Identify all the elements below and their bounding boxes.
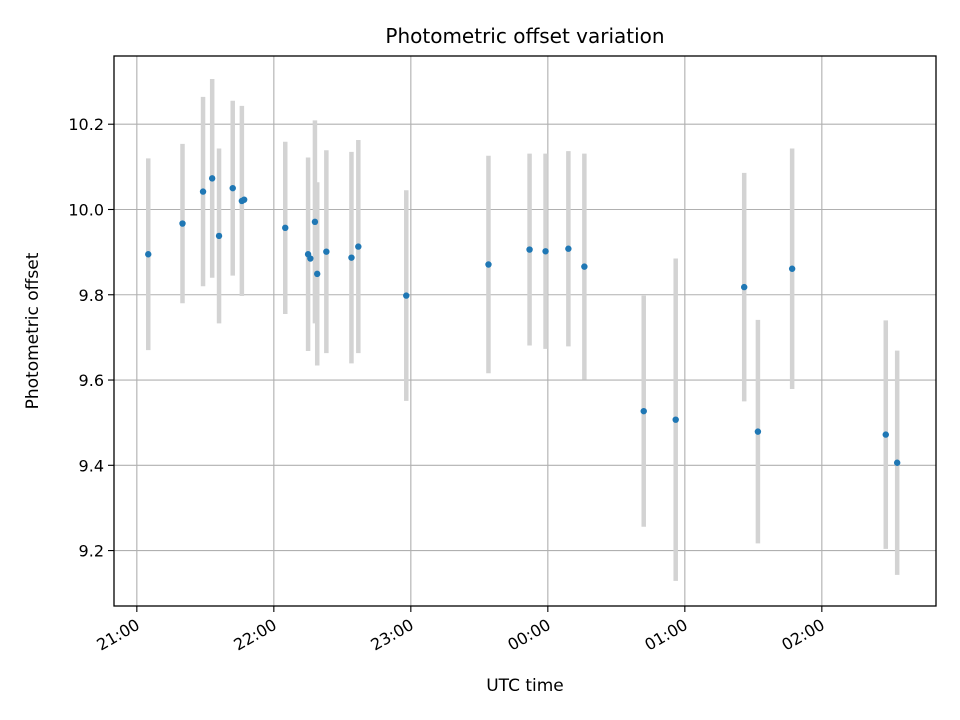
data-point	[282, 224, 289, 232]
x-tick-label: 23:00	[367, 615, 416, 655]
data-point	[355, 243, 362, 250]
y-tick-label: 9.6	[79, 371, 104, 390]
y-axis-title: Photometric offset	[23, 252, 43, 409]
x-tick-label: 00:00	[504, 615, 553, 655]
data-point	[882, 431, 889, 438]
data-point	[485, 261, 492, 268]
x-tick-label: 22:00	[230, 615, 279, 655]
x-axis-title: UTC time	[486, 676, 564, 696]
x-tick-label: 21:00	[93, 615, 142, 655]
data-point	[526, 246, 533, 253]
data-point	[323, 248, 330, 255]
data-point	[229, 184, 236, 192]
grid-layer	[114, 56, 936, 606]
y-tick-label: 9.2	[79, 542, 104, 561]
chart-title: Photometric offset variation	[385, 24, 664, 48]
data-point	[179, 220, 186, 227]
data-point	[754, 428, 762, 435]
data-point	[311, 218, 319, 226]
data-point	[581, 263, 588, 270]
point-layer	[145, 175, 901, 466]
data-point	[565, 245, 572, 252]
y-tick-label: 9.8	[79, 286, 104, 305]
data-point	[240, 196, 248, 203]
data-point	[542, 248, 549, 255]
data-point	[403, 292, 410, 299]
data-point	[893, 459, 901, 466]
data-point	[307, 255, 314, 262]
data-point	[199, 188, 207, 195]
data-point	[145, 251, 152, 258]
data-point	[348, 254, 355, 261]
plot-frame	[113, 55, 937, 607]
x-tick-label: 02:00	[778, 615, 827, 655]
data-point	[215, 232, 223, 240]
y-tick-label: 10.0	[68, 200, 104, 219]
data-point	[741, 283, 748, 291]
x-tick-label: 01:00	[641, 615, 690, 655]
y-tick-label: 9.4	[79, 456, 104, 475]
data-point	[314, 270, 321, 278]
data-point	[788, 265, 796, 272]
errorbar-layer	[146, 79, 900, 581]
data-point	[208, 175, 216, 182]
data-point	[672, 416, 679, 423]
data-point	[640, 407, 647, 415]
y-tick-label: 10.2	[68, 115, 104, 134]
